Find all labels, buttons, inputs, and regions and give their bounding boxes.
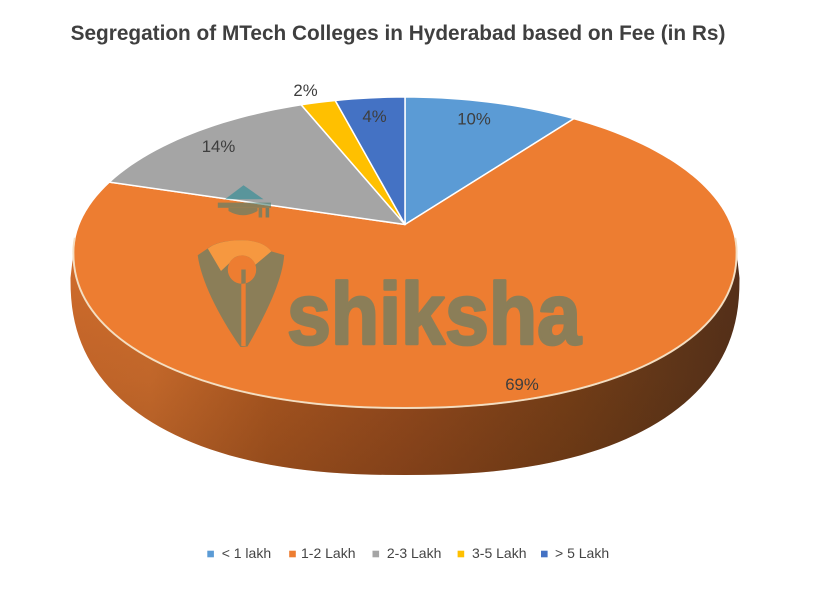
svg-text:10%: 10% bbox=[457, 109, 491, 128]
svg-text:> 5 Lakh: > 5 Lakh bbox=[555, 545, 609, 561]
svg-text:3-5 Lakh: 3-5 Lakh bbox=[472, 545, 526, 561]
svg-text:1-2 Lakh: 1-2 Lakh bbox=[301, 545, 355, 561]
svg-text:shiksha: shiksha bbox=[287, 265, 582, 363]
svg-text:< 1 lakh: < 1 lakh bbox=[222, 545, 271, 561]
svg-text:69%: 69% bbox=[505, 375, 539, 394]
svg-text:2%: 2% bbox=[293, 81, 317, 100]
svg-text:14%: 14% bbox=[202, 137, 236, 156]
svg-text:4%: 4% bbox=[362, 107, 386, 126]
svg-text:2-3 Lakh: 2-3 Lakh bbox=[387, 545, 441, 561]
svg-text:Segregation of MTech Colleges: Segregation of MTech Colleges in Hyderab… bbox=[71, 22, 726, 45]
